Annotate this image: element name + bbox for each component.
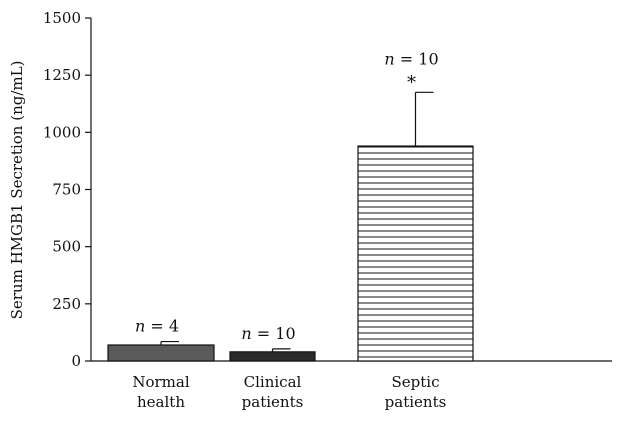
y-tick-label: 250	[52, 295, 81, 313]
labels-group: Serum HMGB1 Secretion (ng/mL) n = 4 Normal…	[8, 49, 446, 411]
x-tick-label: Clinical	[244, 373, 302, 391]
x-tick-label: patients	[242, 393, 304, 411]
x-tick-label: health	[137, 393, 185, 411]
x-tick-label: Septic	[392, 373, 440, 391]
sample-size-label: n = 10	[384, 49, 438, 68]
axes: 0 250 500 750 1000 1250 1500	[43, 9, 612, 370]
y-tick-label: 1250	[43, 66, 81, 84]
bar	[107, 344, 215, 362]
x-tick-label: patients	[385, 393, 447, 411]
bar	[229, 351, 316, 362]
bar	[357, 145, 474, 362]
y-tick-label: 1000	[43, 123, 81, 141]
y-tick-label: 0	[71, 352, 81, 370]
y-tick-label: 1500	[43, 9, 81, 27]
y-tick-label: 750	[52, 181, 81, 199]
y-axis-label: Serum HMGB1 Secretion (ng/mL)	[8, 61, 26, 320]
bars-group	[107, 91, 474, 362]
x-tick-label: Normal	[132, 373, 189, 391]
y-tick-label: 500	[52, 238, 81, 256]
sample-size-label: n = 4	[135, 317, 179, 336]
sample-size-label: n = 10	[241, 324, 295, 343]
significance-star: *	[407, 72, 416, 93]
